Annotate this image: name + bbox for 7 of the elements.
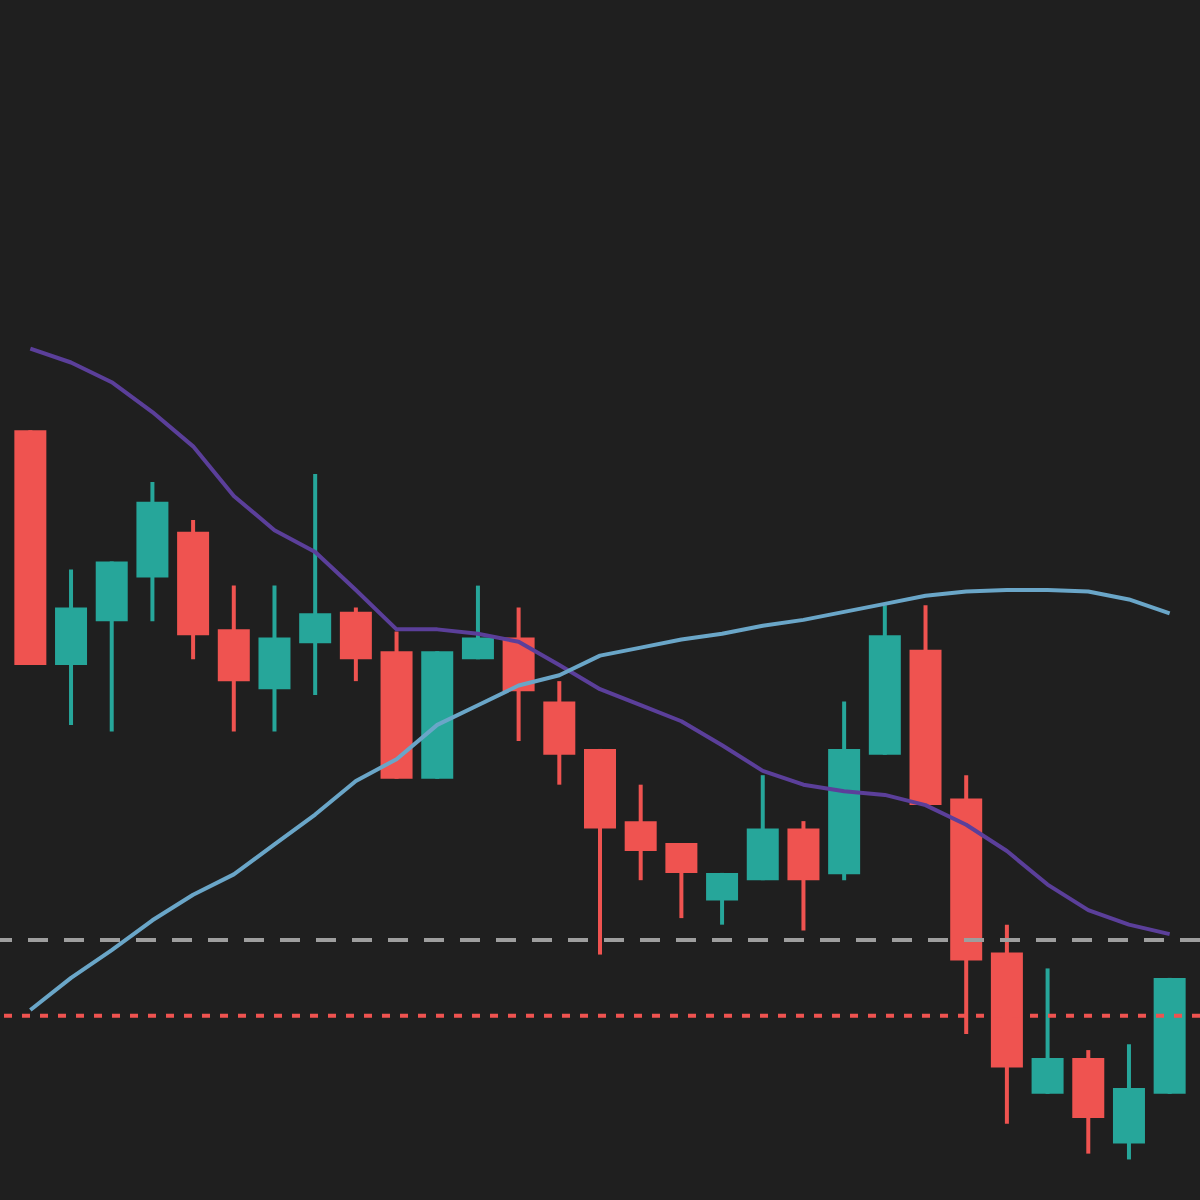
candlestick bbox=[1031, 966, 1064, 1096]
candlestick bbox=[461, 583, 494, 662]
candlestick bbox=[706, 870, 739, 927]
candlestick bbox=[624, 782, 657, 883]
candlestick bbox=[665, 841, 698, 921]
candlestick bbox=[339, 605, 372, 684]
candlestick bbox=[299, 472, 332, 697]
